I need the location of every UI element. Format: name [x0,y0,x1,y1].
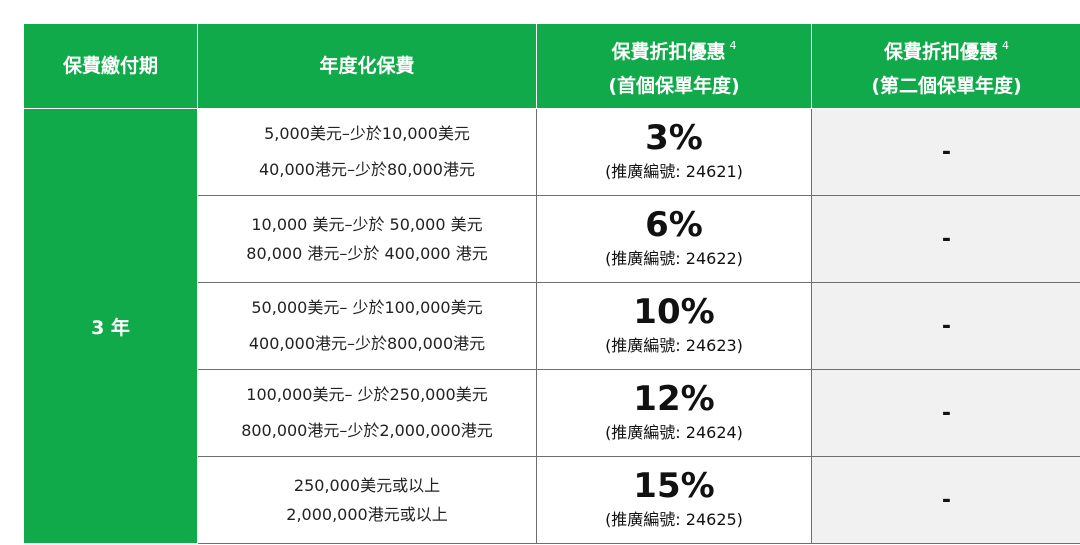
header-first-year-discount: 保費折扣優惠 4 (首個保單年度) [536,23,812,109]
header-premium: 年度化保費 [197,23,537,109]
term-cell: 3 年 [23,108,198,544]
premium-range-cell: 250,000美元或以上 2,000,000港元或以上 [197,456,537,544]
second-year-discount-cell: - [811,195,1080,283]
first-year-discount-cell: 12% (推廣編號: 24624) [536,369,812,457]
second-year-discount-cell: - [811,456,1080,544]
premium-range-cell: 10,000 美元–少於 50,000 美元 80,000 港元–少於 400,… [197,195,537,283]
second-year-discount-cell: - [811,108,1080,196]
first-year-discount-cell: 15% (推廣編號: 24625) [536,456,812,544]
premium-range-cell: 50,000美元– 少於100,000美元 400,000港元–少於800,00… [197,282,537,370]
first-year-discount-cell: 10% (推廣編號: 24623) [536,282,812,370]
first-year-discount-cell: 6% (推廣編號: 24622) [536,195,812,283]
table-row: 50,000美元– 少於100,000美元 400,000港元–少於800,00… [24,282,1080,370]
table-row: 10,000 美元–少於 50,000 美元 80,000 港元–少於 400,… [24,195,1080,283]
header-second-year-discount: 保費折扣優惠 4 (第二個保單年度) [811,23,1080,109]
header-term: 保費繳付期 [23,23,198,109]
second-year-discount-cell: - [811,369,1080,457]
premium-range-cell: 100,000美元– 少於250,000美元 800,000港元–少於2,000… [197,369,537,457]
table-row: 250,000美元或以上 2,000,000港元或以上 15% (推廣編號: 2… [24,456,1080,544]
second-year-discount-cell: - [811,282,1080,370]
premium-range-cell: 5,000美元–少於10,000美元 40,000港元–少於80,000港元 [197,108,537,196]
premium-discount-table: 保費繳付期 年度化保費 保費折扣優惠 4 (首個保單年度) 保費折扣優惠 4 (第二… [23,23,1080,544]
header-row: 保費繳付期 年度化保費 保費折扣優惠 4 (首個保單年度) 保費折扣優惠 4 (第二… [23,23,1080,109]
table-row: 3 年 5,000美元–少於10,000美元 40,000港元–少於80,000… [23,108,1080,544]
first-year-discount-cell: 3% (推廣編號: 24621) [536,108,812,196]
